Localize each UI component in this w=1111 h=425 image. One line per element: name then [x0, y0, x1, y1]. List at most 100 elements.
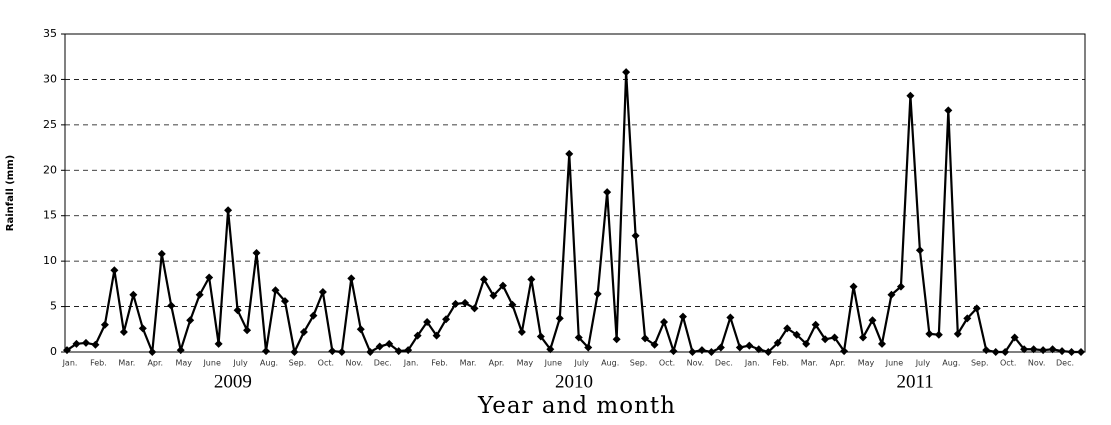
x-tick-label: Apr. [147, 359, 163, 368]
data-point [783, 324, 792, 333]
data-point [186, 316, 195, 325]
data-point [461, 298, 470, 307]
y-axis-label: Rainfall (mm) [5, 155, 16, 231]
data-point [584, 343, 593, 352]
x-tick-label: June [885, 359, 904, 368]
data-point [1077, 348, 1085, 356]
x-tick-label: Jan. [744, 359, 760, 368]
data-point [859, 333, 868, 342]
data-point [100, 320, 109, 329]
data-point [669, 347, 678, 356]
data-point [91, 340, 100, 349]
year-label: 2010 [555, 371, 593, 392]
data-point [735, 343, 744, 352]
data-point [963, 314, 972, 323]
data-point [925, 329, 934, 338]
data-point [896, 282, 905, 291]
data-point [205, 273, 214, 282]
data-point [1067, 348, 1076, 356]
x-tick-label: Feb. [90, 359, 107, 368]
x-tick-label: July [915, 359, 931, 368]
data-point [81, 338, 90, 347]
data-point [498, 281, 507, 290]
data-point [224, 206, 233, 215]
data-point [385, 339, 394, 348]
y-tick-label: 35 [43, 27, 57, 40]
data-point [413, 331, 422, 340]
data-point [318, 288, 327, 297]
data-point [176, 346, 185, 355]
x-tick-label: Oct. [659, 359, 675, 368]
data-point [119, 328, 128, 337]
data-point [660, 318, 669, 327]
data-point [63, 346, 71, 355]
x-tick-label: May [858, 359, 875, 368]
y-tick-label: 5 [50, 300, 57, 313]
x-tick-label: Oct. [318, 359, 334, 368]
data-point [536, 332, 545, 341]
data-point [849, 282, 858, 291]
year-label: 2011 [897, 371, 934, 392]
data-point [802, 339, 811, 348]
data-point [565, 149, 574, 158]
data-point [347, 274, 356, 283]
data-point [470, 304, 479, 313]
data-point [148, 348, 157, 356]
x-tick-label: Sep. [289, 359, 307, 368]
x-tick-label: Mar. [118, 359, 135, 368]
data-point [167, 301, 176, 310]
data-point [716, 343, 725, 352]
plot-frame [64, 33, 1086, 353]
x-tick-label: July [574, 359, 590, 368]
x-tick-label: Sep. [630, 359, 648, 368]
x-tick-label: Nov. [687, 359, 705, 368]
data-point [944, 106, 953, 115]
data-point [508, 300, 517, 309]
data-point [811, 320, 820, 329]
data-point [726, 313, 735, 322]
data-point [688, 348, 697, 356]
data-point [252, 248, 261, 257]
data-point [631, 231, 640, 240]
x-axis-label: Year and month [477, 393, 676, 419]
data-point [840, 347, 849, 356]
y-tick-label: 20 [43, 163, 57, 176]
data-point [745, 341, 754, 350]
x-tick-label: Sep. [971, 359, 989, 368]
data-point [1039, 346, 1048, 355]
x-tick-label: June [202, 359, 221, 368]
data-point [821, 335, 830, 344]
y-tick-label: 0 [50, 345, 57, 358]
x-tick-label: Apr. [489, 359, 505, 368]
data-point [423, 318, 432, 327]
data-point [356, 325, 365, 334]
data-point [1029, 345, 1038, 354]
data-point [934, 330, 943, 339]
data-point [593, 289, 602, 298]
y-tick-label: 10 [43, 254, 57, 267]
y-tick-label: 25 [43, 118, 57, 131]
x-tick-label: Mar. [801, 359, 818, 368]
data-point [290, 348, 299, 356]
data-point [991, 348, 1000, 356]
data-point [953, 329, 962, 338]
data-point [309, 311, 318, 320]
data-point [915, 246, 924, 255]
x-tick-label: Feb. [431, 359, 448, 368]
data-point [262, 347, 271, 356]
data-point [432, 331, 441, 340]
data-point [641, 334, 650, 343]
data-point [375, 342, 384, 351]
data-point [72, 339, 81, 348]
data-point [280, 297, 289, 306]
x-tick-label: Feb. [772, 359, 789, 368]
x-tick-label: July [232, 359, 248, 368]
data-point [451, 299, 460, 308]
x-tick-label: Jan. [403, 359, 419, 368]
data-point [764, 348, 773, 356]
data-point [442, 315, 451, 324]
x-tick-label: Jan. [62, 359, 78, 368]
x-tick-label: Oct. [1000, 359, 1016, 368]
x-tick-label: Dec. [1056, 359, 1074, 368]
x-tick-label: Nov. [1028, 359, 1046, 368]
